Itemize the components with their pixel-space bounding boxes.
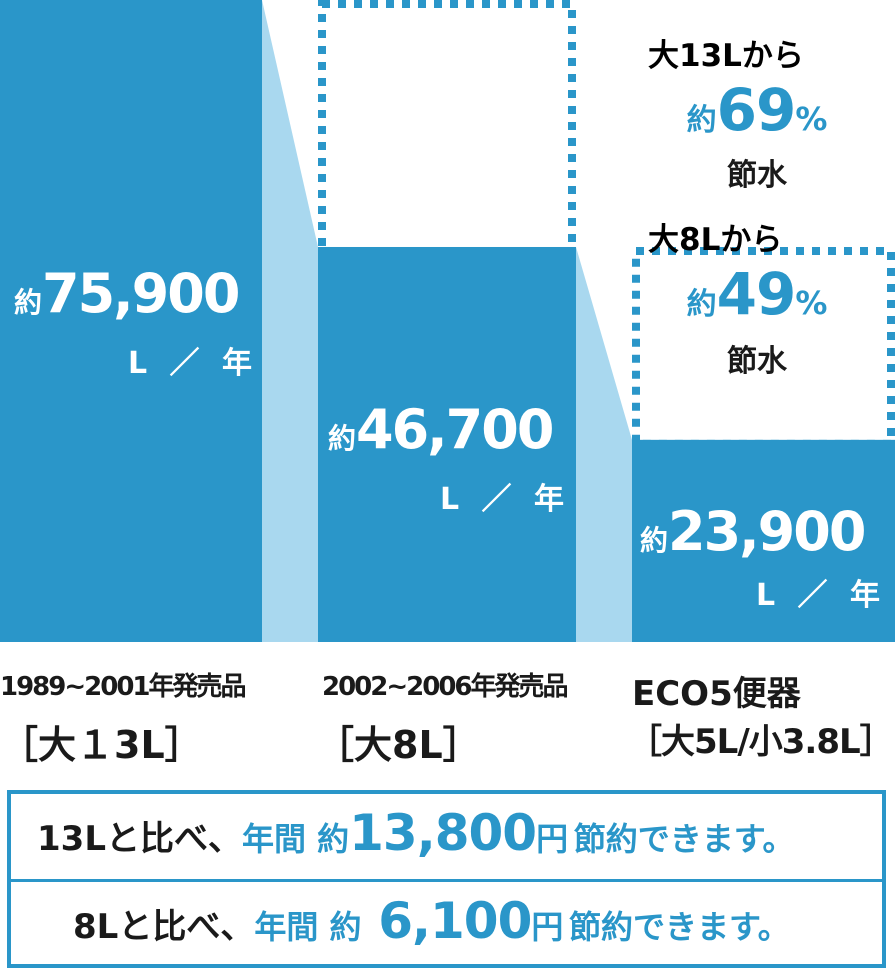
bar-connector — [262, 0, 318, 642]
summary-row-13l: 13Lと比べ、年間 約13,800円 節約できます。 — [37, 804, 795, 862]
category-sublabel: ［大１3L］ — [0, 723, 203, 767]
bar-value-label: 約46,700 — [328, 398, 554, 461]
category-sublabel: ［大8L］ — [316, 723, 481, 767]
summary-divider — [11, 879, 882, 882]
bar-unit-label: L ／ 年 — [756, 578, 887, 613]
bar — [318, 246, 576, 642]
previous-level-outline — [318, 0, 576, 255]
bar-value-label: 約23,900 — [640, 500, 866, 563]
category-sublabel: ［大5L/小3.8L］ — [628, 722, 894, 762]
savings-summary-box: 13Lと比べ、年間 約13,800円 節約できます。 8Lと比べ、年間 約 6,… — [7, 790, 886, 968]
bar-value-label: 約75,900 — [14, 262, 240, 325]
bar — [632, 439, 895, 642]
category-label: 1989~2001年発売品 — [0, 672, 247, 702]
savings-percent-13l: 約69% — [686, 76, 828, 144]
savings-label-13l: 節水 — [727, 158, 787, 193]
bar-unit-label: L ／ 年 — [440, 482, 571, 517]
bar-connector — [576, 246, 632, 642]
bar-unit-label: L ／ 年 — [128, 346, 259, 381]
category-label: 2002~2006年発売品 — [322, 672, 569, 702]
bar — [0, 0, 262, 642]
savings-label-8l: 節水 — [727, 344, 787, 379]
category-label: ECO5便器 — [632, 674, 801, 714]
summary-row-8l: 8Lと比べ、年間 約 6,100円 節約できます。 — [73, 892, 790, 950]
savings-percent-8l: 約49% — [686, 260, 828, 328]
savings-from-13l: 大13Lから — [648, 38, 804, 74]
savings-from-8l: 大8Lから — [648, 222, 783, 258]
